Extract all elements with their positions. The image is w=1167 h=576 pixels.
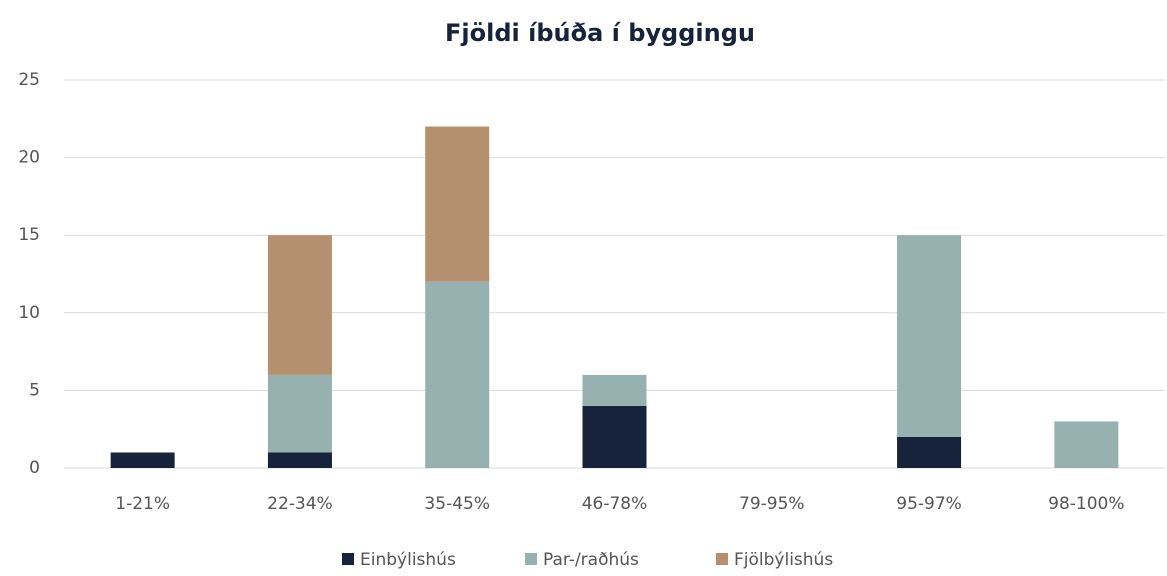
x-tick-label: 98-100% xyxy=(1048,494,1124,514)
x-tick-label: 22-34% xyxy=(267,494,333,514)
legend-label: Par-/raðhús xyxy=(543,550,639,570)
bar-segment xyxy=(897,436,962,468)
y-tick-label: 5 xyxy=(29,380,40,400)
y-tick-label: 25 xyxy=(18,70,40,90)
legend-label: Fjölbýlishús xyxy=(734,550,833,570)
y-tick-label: 10 xyxy=(18,303,40,323)
x-tick-label: 46-78% xyxy=(582,494,648,514)
x-tick-label: 95-97% xyxy=(896,494,962,514)
bar-segment xyxy=(897,235,962,437)
legend-swatch xyxy=(525,553,537,565)
bar-segment xyxy=(582,405,647,468)
bar-segment xyxy=(267,374,332,453)
bar-segment xyxy=(582,374,647,406)
bar-segment xyxy=(425,126,490,282)
bar-segment xyxy=(267,235,332,375)
chart-title: Fjöldi íbúða í byggingu xyxy=(445,19,755,47)
y-tick-label: 0 xyxy=(29,458,40,478)
bar-segment xyxy=(425,281,490,468)
x-tick-label: 79-95% xyxy=(739,494,805,514)
y-tick-label: 15 xyxy=(18,225,40,245)
x-tick-label: 1-21% xyxy=(115,494,170,514)
x-tick-label: 35-45% xyxy=(424,494,490,514)
bar-segment xyxy=(110,452,175,468)
legend-label: Einbýlishús xyxy=(360,550,456,570)
legend-swatch xyxy=(342,553,354,565)
bar-segment xyxy=(267,452,332,468)
y-tick-label: 20 xyxy=(18,148,40,168)
legend-swatch xyxy=(716,553,728,565)
bar-segment xyxy=(1054,421,1119,468)
